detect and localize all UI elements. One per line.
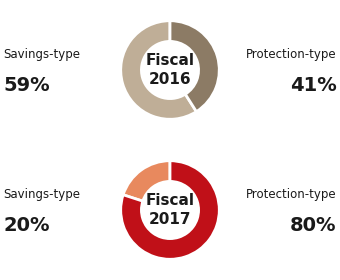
Text: Savings-type: Savings-type: [3, 188, 80, 201]
Text: Protection-type: Protection-type: [246, 188, 337, 201]
Text: Fiscal
2016: Fiscal 2016: [146, 53, 194, 87]
Text: 80%: 80%: [290, 216, 337, 235]
Text: 20%: 20%: [3, 216, 50, 235]
Text: 41%: 41%: [290, 76, 337, 95]
Text: Fiscal
2017: Fiscal 2017: [146, 193, 194, 227]
Text: Protection-type: Protection-type: [246, 48, 337, 61]
Wedge shape: [121, 21, 197, 119]
Wedge shape: [123, 161, 170, 201]
Wedge shape: [121, 161, 219, 259]
Text: 59%: 59%: [3, 76, 50, 95]
Wedge shape: [170, 21, 219, 112]
Text: Savings-type: Savings-type: [3, 48, 80, 61]
